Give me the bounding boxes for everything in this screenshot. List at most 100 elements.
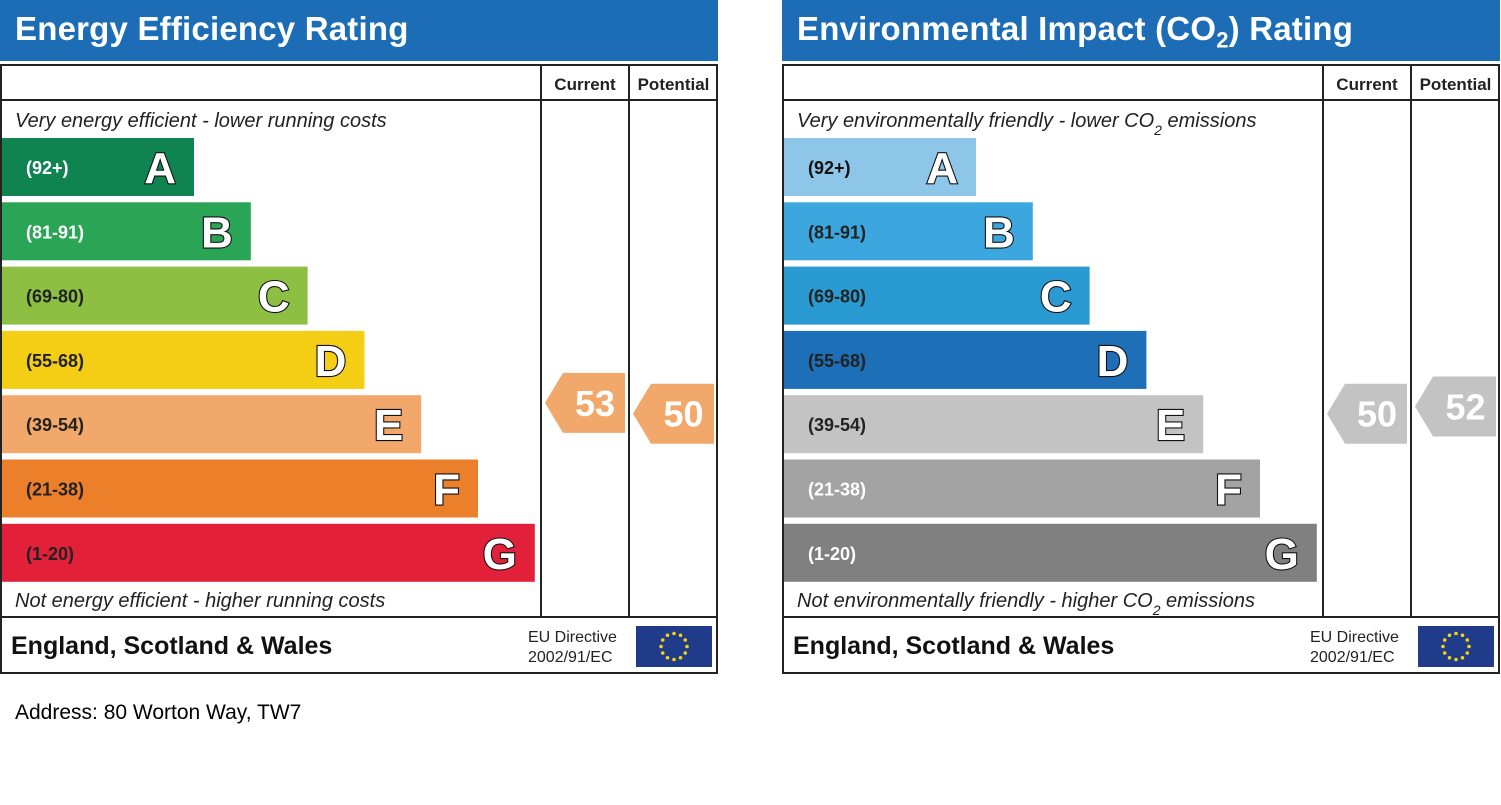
panel-header: Energy Efficiency Rating xyxy=(0,0,718,61)
band-range-label: (69-80) xyxy=(808,287,866,307)
top-note-sub: 2 xyxy=(1153,122,1162,138)
column-header-current: Current xyxy=(1336,75,1398,94)
top-note: Very energy efficient - lower running co… xyxy=(15,110,387,132)
band-bar-f xyxy=(2,459,478,518)
current-rating-value: 50 xyxy=(1357,394,1397,435)
band-letter: E xyxy=(374,401,403,450)
eu-flag-icon xyxy=(636,626,712,667)
potential-rating-arrow xyxy=(633,383,714,444)
band-range-label: (39-54) xyxy=(808,415,866,435)
band-range-label: (39-54) xyxy=(26,415,84,435)
footer-directive-line2: 2002/91/EC xyxy=(528,649,613,666)
eu-star xyxy=(665,655,670,660)
band-bar-e xyxy=(784,395,1204,454)
band-bar-d xyxy=(784,330,1147,389)
eu-star xyxy=(678,655,683,660)
eu-star xyxy=(678,633,683,638)
eu-star xyxy=(659,644,663,649)
band-range-label: (1-20) xyxy=(808,544,856,564)
band-letter: D xyxy=(315,337,347,386)
band-bar-g xyxy=(784,523,1317,582)
band-bar-d xyxy=(2,330,365,389)
top-note: Very environmentally friendly - lower CO… xyxy=(797,110,1256,138)
band-letter: E xyxy=(1156,401,1185,450)
eu-star xyxy=(1447,655,1452,660)
band-range-label: (81-91) xyxy=(808,222,866,242)
band-letter: A xyxy=(926,144,958,193)
band-letter: B xyxy=(983,208,1015,257)
environmental-impact-panel: Environmental Impact (CO2) Rating Curren… xyxy=(782,0,1500,674)
band-letter: D xyxy=(1097,337,1129,386)
band-range-label: (69-80) xyxy=(26,287,84,307)
footer-directive-line1: EU Directive xyxy=(1310,629,1399,646)
eu-star xyxy=(1460,633,1465,638)
eu-star xyxy=(683,651,688,655)
column-header-potential: Potential xyxy=(638,75,710,94)
panel-title: Energy Efficiency Rating xyxy=(15,10,409,47)
band-range-label: (81-91) xyxy=(26,222,84,242)
eu-star xyxy=(1447,633,1452,638)
eu-star xyxy=(1465,638,1470,642)
band-letter: C xyxy=(1040,273,1072,322)
eu-star xyxy=(672,631,676,636)
eu-star xyxy=(1441,644,1445,649)
title-main: Environmental Impact (CO xyxy=(797,10,1217,47)
bottom-note-part: emissions xyxy=(1161,590,1255,612)
bottom-note-part: Not environmentally friendly - higher CO xyxy=(797,590,1153,612)
bottom-note-sub: 2 xyxy=(1152,602,1161,618)
band-bar-e xyxy=(2,395,422,454)
eu-star xyxy=(1460,655,1465,660)
energy-efficiency-chart: Current Potential Very energy efficient - … xyxy=(0,64,718,674)
eu-star xyxy=(1465,651,1470,655)
eu-star xyxy=(660,651,665,655)
band-bar-c xyxy=(784,266,1090,325)
band-range-label: (1-20) xyxy=(26,544,74,564)
band-letter: G xyxy=(1265,530,1299,579)
band-letter: A xyxy=(144,144,176,193)
environmental-impact-chart: Current Potential Very environmentally fri… xyxy=(782,64,1500,674)
bottom-note: Not environmentally friendly - higher CO… xyxy=(797,590,1255,618)
eu-flag-icon xyxy=(1418,626,1494,667)
band-range-label: (21-38) xyxy=(808,480,866,500)
current-rating-value: 53 xyxy=(575,383,615,424)
eu-star xyxy=(1454,631,1458,636)
eu-star xyxy=(683,638,688,642)
current-rating-arrow xyxy=(1327,383,1407,444)
energy-efficiency-panel: Energy Efficiency Rating Current Potentia… xyxy=(0,0,718,674)
band-range-label: (92+) xyxy=(26,158,69,178)
column-header-current: Current xyxy=(554,75,616,94)
band-bar-f xyxy=(784,459,1260,518)
chart-box: Current Potential Very energy efficient - … xyxy=(0,64,718,674)
eu-star xyxy=(1454,657,1458,662)
band-letter: F xyxy=(433,466,460,515)
band-letter: C xyxy=(258,273,290,322)
eu-star xyxy=(1442,651,1447,655)
title-end: ) Rating xyxy=(1228,10,1354,47)
top-note-part: Very environmentally friendly - lower CO xyxy=(797,110,1154,132)
band-bar-a xyxy=(2,138,194,196)
panel-title: Environmental Impact (CO2) Rating xyxy=(797,10,1353,54)
eu-star xyxy=(685,644,689,649)
bottom-note: Not energy efficient - higher running co… xyxy=(15,590,385,612)
band-bar-g xyxy=(2,523,535,582)
potential-rating-arrow xyxy=(1415,376,1496,437)
eu-star xyxy=(1467,644,1471,649)
footer-region: England, Scotland & Wales xyxy=(793,632,1114,660)
footer-directive-line2: 2002/91/EC xyxy=(1310,649,1395,666)
eu-star xyxy=(660,638,665,642)
eu-star xyxy=(1442,638,1447,642)
potential-rating-value: 50 xyxy=(663,394,703,435)
band-bar-a xyxy=(784,138,976,196)
band-bar-b xyxy=(784,202,1033,261)
band-range-label: (92+) xyxy=(808,158,851,178)
potential-rating-value: 52 xyxy=(1445,386,1485,427)
top-note-part: emissions xyxy=(1162,110,1256,132)
band-letter: B xyxy=(201,208,233,257)
band-range-label: (55-68) xyxy=(808,351,866,371)
band-bar-c xyxy=(2,266,308,325)
chart-box: Current Potential Very environmentally fri… xyxy=(782,64,1500,674)
footer-directive-line1: EU Directive xyxy=(528,629,617,646)
band-letter: G xyxy=(483,530,517,579)
panel-header: Environmental Impact (CO2) Rating xyxy=(782,0,1500,61)
band-range-label: (55-68) xyxy=(26,351,84,371)
